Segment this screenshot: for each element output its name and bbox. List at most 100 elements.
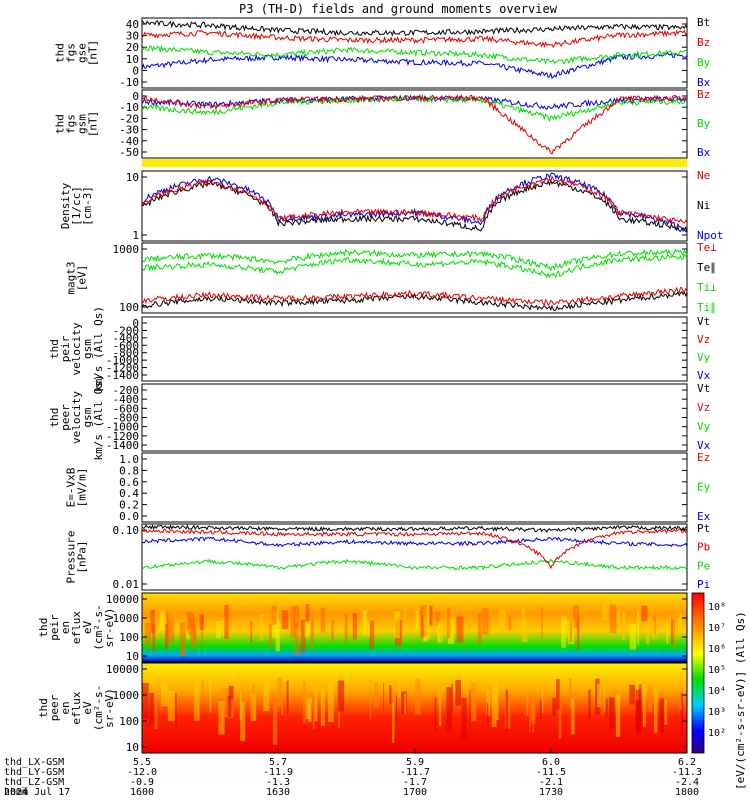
spectrogram-streak (659, 698, 665, 733)
spectrogram-streak (273, 701, 278, 745)
y-tick-label: 40 (126, 18, 139, 31)
y-axis-label: eV (81, 701, 94, 715)
y-axis-label: Density (59, 182, 72, 229)
y-tick-label: 1.0 (119, 453, 139, 466)
spectrogram-streak (679, 690, 682, 710)
spectrogram-streak (161, 682, 168, 707)
legend-entry: Vz (697, 333, 710, 346)
spectrogram-streak (166, 611, 169, 637)
panel-ve: -200-400-600-800-1000-1200-1400 thdpeerve… (48, 374, 711, 460)
series-Ne (141, 175, 688, 224)
y-axis-label: peir (48, 614, 61, 641)
series-Bt (141, 20, 688, 37)
legend-entry: Vx (697, 369, 711, 382)
spectrogram-streak (302, 681, 306, 724)
panel-specI: 10000 1000 100 10 thdpeirenefluxeV(cm²-s-sr-… (37, 592, 688, 663)
y-axis-label: velocity (70, 391, 83, 444)
y-tick-label: 10 (126, 171, 139, 184)
spectrogram-streak (606, 698, 608, 717)
y-axis-label: [cm-3] (81, 186, 94, 226)
spectrogram-streak (398, 678, 401, 698)
y-tick-label: 1 (132, 229, 139, 242)
y-tick-label: -1000 (106, 354, 139, 367)
colorbar-tick-label: 10⁷ (708, 623, 726, 634)
spectrogram-streak (435, 611, 441, 626)
spectrogram-streak (526, 695, 529, 716)
spectrogram-streak (529, 689, 531, 733)
spectrogram-streak (666, 620, 669, 644)
y-tick-label: 10 (126, 650, 139, 663)
plot-title: P3 (TH-D) fields and ground moments over… (239, 2, 558, 16)
legend-entry: Te∥ (697, 261, 716, 274)
y-tick-label: 10000 (106, 593, 139, 606)
colorbar-label: [eV/(cm²-s-sr-eV)] (All Qs) (734, 611, 747, 790)
y-tick-label: 0.2 (119, 499, 139, 512)
legend-entry: Vx (697, 439, 711, 452)
spectrogram-streak (216, 621, 221, 639)
panel-frame (141, 89, 688, 159)
y-axis-label: thd (37, 618, 50, 638)
spectrogram-streak (602, 603, 608, 620)
spectrogram-streak (294, 623, 299, 656)
y-axis-label: (cm²-s- (92, 685, 105, 731)
y-axis-label: [nT] (87, 40, 100, 67)
x-axis-value: 5.5 (133, 757, 151, 768)
legend-entry: Bz (697, 36, 710, 49)
y-axis-label: eflux (70, 691, 83, 724)
y-axis-label: km/s (All Qs) (92, 374, 105, 460)
y-tick-label: 1000 (113, 689, 140, 702)
spectrogram-streak (622, 611, 626, 641)
spectrogram-streak (389, 685, 392, 705)
legend-entry: By (697, 56, 711, 69)
panel-frame (141, 523, 688, 591)
legend-entry: Pb (697, 541, 710, 554)
spectrogram-streak (240, 701, 246, 742)
spectrogram-streak (629, 624, 637, 650)
spectrogram-streak (487, 703, 489, 726)
legend-entry: Vt (697, 382, 710, 395)
spectrogram-streak (281, 610, 289, 630)
panel-efield: 1.00.80.60.40.20.0 E=-VxB[mV/m] Ez Ey Ex (65, 451, 711, 523)
spectrogram-streak (597, 683, 601, 708)
spectrogram-streak (239, 691, 242, 721)
y-tick-label: -600 (113, 402, 140, 415)
spectrogram-streak (154, 701, 158, 730)
spectrogram-streak (421, 614, 424, 638)
series-Pb (141, 528, 688, 570)
y-axis-label: [1/cc] (70, 186, 83, 226)
spectrogram-streak (186, 611, 191, 630)
x-axis-value: 1630 (266, 787, 290, 798)
spectrogram-streak (434, 697, 437, 732)
spectrogram-streak (277, 677, 283, 707)
x-axis-value: 1700 (403, 787, 427, 798)
y-tick-label: -10 (119, 76, 139, 89)
panel-frame (141, 242, 688, 314)
colorbar (691, 592, 705, 754)
spectrogram-streak (168, 619, 175, 643)
y-axis-label: fgs (65, 114, 78, 134)
y-tick-label: -800 (113, 412, 140, 425)
spectrogram-streak (588, 689, 591, 719)
spectrogram-streak (367, 620, 370, 637)
spectrogram-streak (541, 606, 543, 640)
x-axis-value: 1600 (130, 787, 154, 798)
spectrogram-streak (636, 677, 640, 700)
y-tick-label: -1400 (106, 369, 139, 382)
colorbar-tick-label: 10⁸ (708, 602, 726, 613)
x-axis-value: 6.2 (678, 757, 696, 768)
spectrogram-streak (383, 683, 385, 712)
y-axis-label: peer (48, 694, 61, 721)
spectrogram-streak (269, 623, 273, 648)
y-tick-label: 100 (119, 715, 139, 728)
y-tick-label: -1400 (106, 439, 139, 452)
x-axis-value: -11.9 (263, 767, 293, 778)
y-axis-label: gsm (76, 114, 89, 134)
legend-entry: Bx (697, 146, 711, 159)
series-Bx (141, 93, 688, 111)
x-axis-value: -0.9 (130, 777, 154, 788)
spectrogram-streak (521, 622, 528, 643)
spectrogram-streak (645, 618, 650, 645)
y-axis-label: E=-VxB (65, 467, 78, 507)
y-axis-label: gsm (81, 339, 94, 359)
